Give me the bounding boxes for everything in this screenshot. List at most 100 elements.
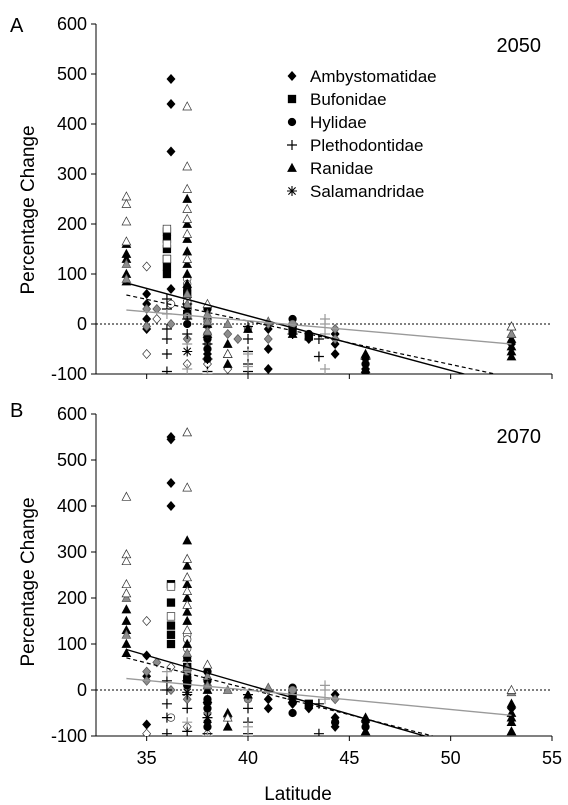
data-point — [161, 294, 172, 304]
data-point — [161, 366, 172, 374]
data-point — [313, 728, 324, 736]
y-tick-label: 600 — [57, 404, 87, 424]
y-tick-label: 200 — [57, 588, 87, 608]
trend-line — [126, 282, 467, 374]
data-point — [506, 351, 517, 361]
data-point — [121, 258, 132, 268]
data-point — [222, 338, 233, 348]
data-point — [182, 101, 193, 111]
data-point — [506, 698, 517, 708]
data-point — [287, 328, 298, 338]
legend-circle-icon — [287, 117, 297, 127]
data-point — [330, 718, 340, 727]
data-point — [243, 349, 253, 359]
data-point — [161, 698, 172, 709]
data-point — [121, 216, 132, 226]
data-point — [202, 339, 213, 349]
data-point — [506, 321, 517, 331]
legend-label: Salamandridae — [310, 182, 424, 201]
panel-b-label: B — [10, 400, 23, 422]
panel-a-year: 2050 — [497, 35, 542, 57]
data-point — [182, 329, 193, 339]
trend-line — [126, 309, 512, 345]
trend-line — [126, 677, 512, 716]
data-point — [182, 482, 193, 492]
data-point — [223, 328, 233, 340]
y-tick-label: 600 — [57, 14, 87, 34]
data-point — [182, 233, 193, 243]
data-point — [360, 348, 371, 358]
x-tick-label: 45 — [339, 748, 359, 768]
data-point — [320, 364, 331, 374]
data-point — [182, 203, 193, 213]
trend-line — [126, 648, 428, 736]
y-tick-label: 300 — [57, 164, 87, 184]
data-point — [166, 98, 176, 110]
data-point — [202, 369, 213, 374]
data-point — [202, 693, 213, 704]
data-point — [161, 324, 172, 334]
data-point — [166, 283, 176, 295]
data-point — [166, 630, 176, 639]
data-point — [202, 659, 213, 669]
data-point — [243, 721, 253, 732]
trend-line — [126, 294, 498, 374]
data-point — [166, 318, 176, 330]
data-point — [243, 323, 253, 333]
y-tick-label: 0 — [77, 680, 87, 700]
data-point — [166, 434, 176, 445]
data-point — [222, 721, 233, 731]
legend-plus-icon — [287, 140, 297, 150]
legend-diamond-icon — [287, 70, 297, 82]
legend-triangle-icon — [287, 162, 297, 172]
data-point — [320, 685, 331, 695]
data-point — [162, 269, 172, 279]
legend-label: Ranidae — [310, 159, 373, 178]
data-point — [182, 278, 193, 288]
x-tick-label: 40 — [238, 748, 258, 768]
data-point — [166, 621, 176, 630]
data-point — [182, 228, 193, 238]
data-point — [161, 334, 172, 344]
y-tick-label: 100 — [57, 264, 87, 284]
data-point — [182, 585, 193, 595]
x-tick-label: 50 — [441, 748, 461, 768]
data-point — [152, 303, 162, 315]
data-point — [121, 273, 132, 283]
data-point — [166, 612, 176, 621]
legend-asterisk-icon — [287, 186, 297, 196]
data-point — [161, 349, 172, 359]
data-point — [182, 572, 193, 582]
data-point — [142, 728, 152, 736]
data-point — [182, 638, 193, 648]
data-point — [288, 708, 297, 718]
panel-a: A 2050 Percentage Change -100 0 100 200 300 4… — [10, 14, 553, 384]
data-point — [263, 333, 273, 345]
legend-item: Ambystomatidae — [287, 67, 437, 86]
legend: Ambystomatidae Bufonidae Hylidae Plethodont… — [287, 67, 437, 201]
data-point — [121, 638, 132, 648]
y-tick-label: -100 — [51, 726, 87, 746]
data-point — [121, 236, 132, 246]
panel-b: B 2070 Percentage Change Latitude -100 0 1… — [10, 400, 562, 805]
legend-item: Salamandridae — [287, 182, 424, 201]
data-point — [166, 598, 176, 607]
data-point — [121, 647, 132, 658]
data-point — [182, 615, 193, 625]
data-point — [182, 427, 193, 437]
data-point — [182, 268, 193, 278]
y-tick-label: 100 — [57, 634, 87, 654]
data-point — [243, 703, 253, 714]
legend-square-icon — [287, 94, 297, 104]
data-point — [121, 588, 132, 598]
data-point — [161, 712, 172, 723]
data-point — [182, 726, 193, 736]
y-tick-label: 400 — [57, 496, 87, 516]
data-point — [166, 582, 176, 591]
data-point — [182, 553, 193, 563]
data-point — [202, 684, 213, 694]
data-point — [243, 689, 253, 699]
x-tick-label: 35 — [137, 748, 157, 768]
data-point — [182, 161, 193, 171]
data-point — [182, 258, 193, 268]
